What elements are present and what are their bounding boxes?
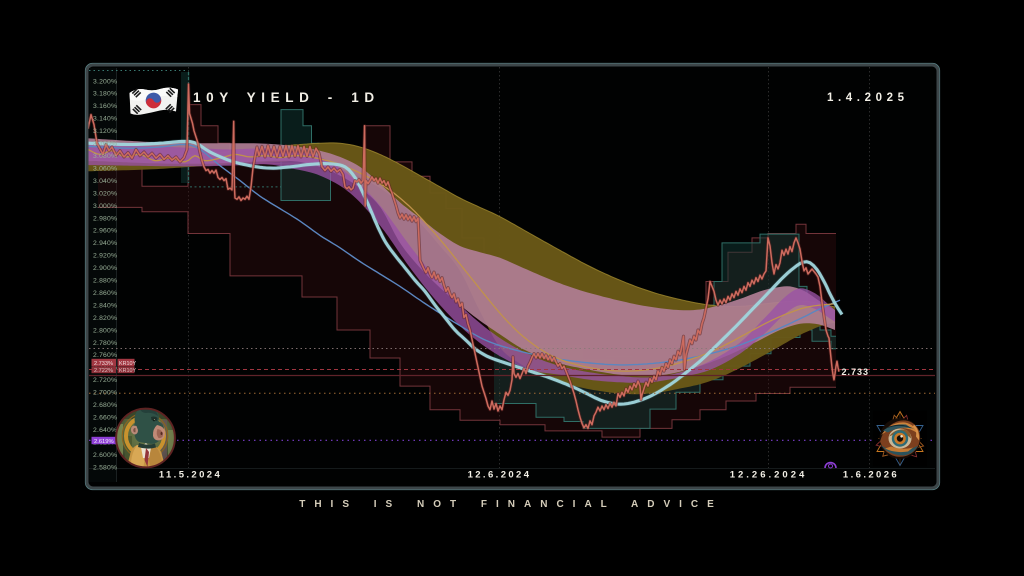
svg-text:12.6.2024: 12.6.2024 — [468, 470, 532, 481]
svg-text:12.26.2024: 12.26.2024 — [730, 470, 808, 481]
svg-text:3.040%: 3.040% — [93, 178, 117, 185]
svg-text:2.760%: 2.760% — [93, 352, 117, 359]
svg-text:3.080%: 3.080% — [93, 153, 117, 160]
svg-text:2.920%: 2.920% — [93, 253, 117, 260]
svg-text:2.660%: 2.660% — [93, 415, 117, 422]
svg-text:1.4.2025: 1.4.2025 — [827, 92, 909, 104]
svg-text:2.733: 2.733 — [842, 367, 870, 377]
svg-text:3.200%: 3.200% — [93, 78, 117, 85]
svg-text:2.722%: 2.722% — [94, 368, 113, 374]
svg-text:2.940%: 2.940% — [93, 240, 117, 247]
svg-text:KR10Y: KR10Y — [119, 368, 136, 374]
svg-text:3.140%: 3.140% — [93, 116, 117, 123]
svg-text:2.619%: 2.619% — [94, 439, 114, 445]
svg-text:2.780%: 2.780% — [93, 340, 117, 347]
svg-text:2.860%: 2.860% — [93, 290, 117, 297]
svg-text:2.600%: 2.600% — [93, 452, 117, 459]
svg-text:11.5.2024: 11.5.2024 — [159, 470, 222, 481]
svg-text:2.880%: 2.880% — [93, 278, 117, 285]
svg-text:3.100%: 3.100% — [93, 141, 117, 148]
svg-text:1.6.2026: 1.6.2026 — [843, 470, 899, 481]
svg-text:2.900%: 2.900% — [93, 265, 117, 272]
svg-text:3.000%: 3.000% — [93, 203, 117, 210]
svg-text:KR10Y: KR10Y — [119, 361, 136, 367]
svg-text:2.840%: 2.840% — [93, 302, 117, 309]
svg-text:3.060%: 3.060% — [93, 165, 117, 172]
svg-text:2.733%: 2.733% — [94, 361, 113, 367]
svg-text:3.180%: 3.180% — [93, 91, 117, 98]
svg-text:THIS IS NOT FINANCIAL ADVICE: THIS IS NOT FINANCIAL ADVICE — [299, 499, 723, 510]
svg-text:2.700%: 2.700% — [93, 390, 117, 397]
svg-text:2.720%: 2.720% — [93, 377, 117, 384]
svg-text:3.120%: 3.120% — [93, 128, 117, 135]
svg-text:2.820%: 2.820% — [93, 315, 117, 322]
svg-text:2.960%: 2.960% — [93, 228, 117, 235]
svg-text:2.680%: 2.680% — [93, 402, 117, 409]
svg-text:10Y YIELD - 1D: 10Y YIELD - 1D — [193, 90, 380, 105]
svg-text:2.640%: 2.640% — [93, 427, 117, 434]
svg-text:2.980%: 2.980% — [93, 215, 117, 222]
svg-text:2.800%: 2.800% — [93, 327, 117, 334]
svg-text:3.020%: 3.020% — [93, 190, 117, 197]
svg-text:3.160%: 3.160% — [93, 103, 117, 110]
svg-text:2.580%: 2.580% — [93, 464, 117, 471]
